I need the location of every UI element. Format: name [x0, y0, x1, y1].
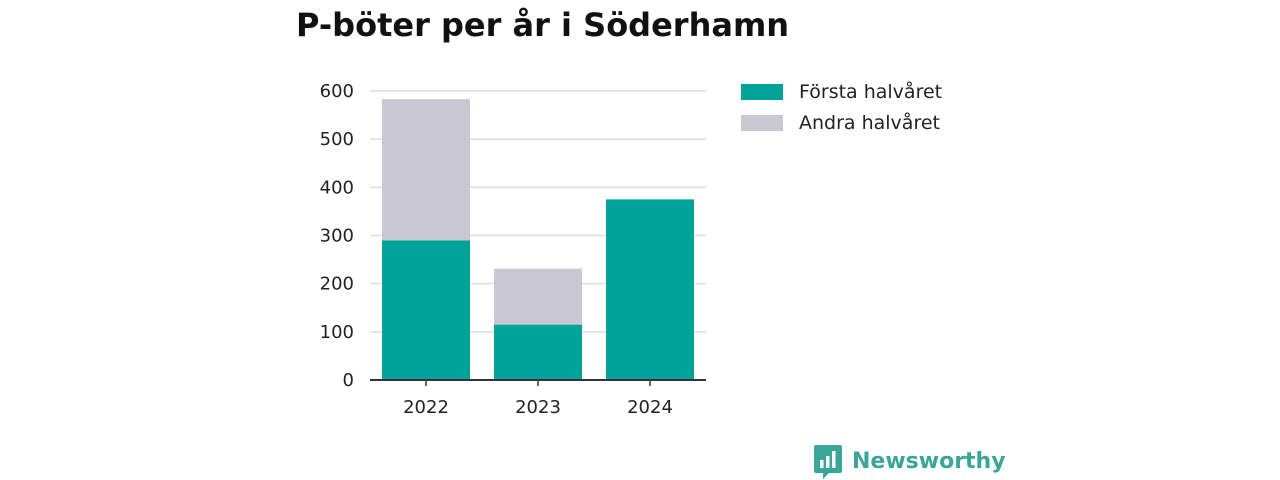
legend-label-first-half: Första halvåret: [799, 80, 943, 103]
legend-swatch-second-half: [741, 114, 783, 131]
bars: [382, 99, 694, 380]
chart-title: P-böter per år i Söderhamn: [296, 6, 790, 44]
bar-2022-second-half: [382, 99, 470, 241]
newsworthy-logo: Newsworthy: [814, 445, 1006, 479]
x-tick-label-2022: 2022: [403, 397, 449, 418]
legend-item-first-half: Första halvåret: [741, 76, 942, 107]
y-tick-label-300: 300: [320, 226, 354, 247]
legend-item-second-half: Andra halvåret: [741, 107, 942, 138]
legend-swatch-first-half: [741, 83, 783, 100]
y-tick-labels: 0 100 200 300 400 500 600: [320, 81, 354, 391]
y-tick-label-500: 500: [320, 129, 354, 150]
y-tick-label-400: 400: [320, 177, 354, 198]
x-tick-label-2024: 2024: [627, 397, 673, 418]
y-tick-label-600: 600: [320, 81, 354, 102]
legend-label-second-half: Andra halvåret: [799, 111, 940, 134]
x-tick-labels: 2022 2023 2024: [403, 397, 673, 418]
bar-2023-second-half: [494, 268, 582, 325]
axes: [370, 379, 706, 386]
x-tick-label-2023: 2023: [515, 397, 561, 418]
y-tick-label-200: 200: [320, 274, 354, 295]
legend: Första halvåret Andra halvåret: [741, 76, 942, 138]
bar-2023-first-half: [494, 324, 582, 380]
y-tick-label-0: 0: [343, 370, 354, 391]
bar-2022-first-half: [382, 240, 470, 380]
y-tick-label-100: 100: [320, 322, 354, 343]
bar-2024-first-half: [606, 199, 694, 380]
bar-chart-speech-bubble-icon: [814, 445, 842, 479]
brand-name: Newsworthy: [852, 449, 1006, 474]
